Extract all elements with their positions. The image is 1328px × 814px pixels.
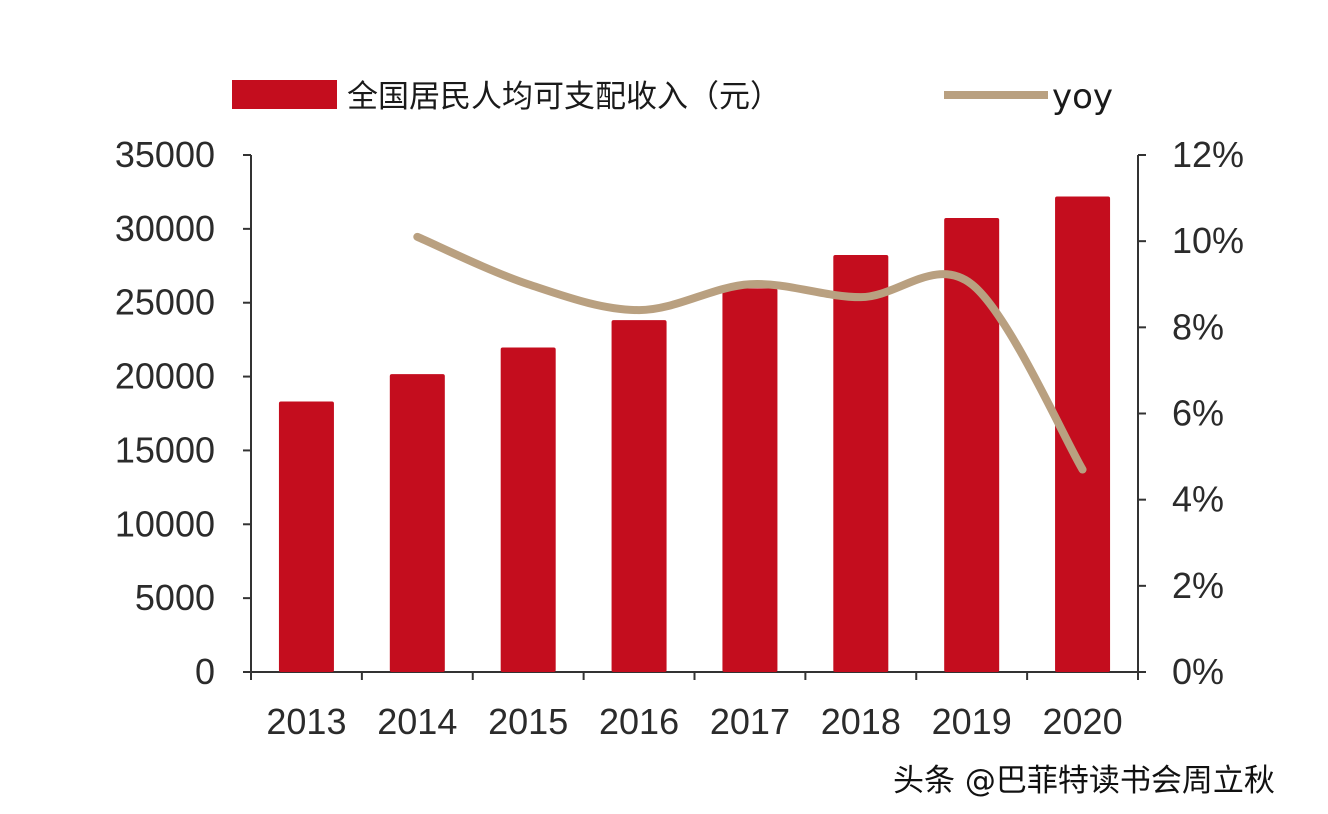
left-tick-label: 20000: [115, 356, 215, 397]
x-tick-labels: 2013 2014 2015 2016 2017 2018 2019 2020: [266, 701, 1122, 742]
bar-2014: [389, 374, 445, 672]
x-tick-label: 2017: [710, 701, 790, 742]
right-tick-label: 4%: [1172, 479, 1224, 520]
bars: [278, 196, 1111, 673]
x-tick-label: 2018: [821, 701, 901, 742]
right-tick-label: 12%: [1172, 134, 1244, 175]
right-tick-label: 10%: [1172, 220, 1244, 261]
axes: 0 5000 10000 15000 20000 25000 30000 35000 0% 2% 4…: [115, 134, 1244, 692]
bar-2017: [722, 288, 778, 672]
legend-bar-label: 全国居民人均可支配收入（元）: [347, 79, 781, 115]
left-tick-label: 10000: [115, 503, 215, 544]
left-tick-label: 30000: [115, 208, 215, 249]
x-tick-label: 2019: [932, 701, 1012, 742]
watermark: 头条 @巴菲特读书会周立秋: [893, 763, 1275, 799]
x-tick-label: 2015: [488, 701, 568, 742]
x-tick-label: 2020: [1043, 701, 1123, 742]
left-tick-label: 5000: [135, 577, 215, 618]
bar-2015: [500, 347, 556, 672]
x-tick-label: 2014: [377, 701, 457, 742]
left-tick-label: 0: [195, 651, 215, 692]
legend: 全国居民人均可支配收入（元） yoy: [232, 77, 1113, 117]
left-tick-label: 35000: [115, 134, 215, 175]
legend-line-label: yoy: [1052, 77, 1113, 117]
left-tick-label: 25000: [115, 282, 215, 323]
bar-2013: [278, 401, 334, 672]
right-tick-label: 0%: [1172, 651, 1224, 692]
x-tick-label: 2013: [266, 701, 346, 742]
x-tick-label: 2016: [599, 701, 679, 742]
yoy-line-layer: [413, 232, 1087, 474]
right-tick-label: 8%: [1172, 306, 1224, 347]
bar-2019: [944, 218, 1000, 673]
right-tick-label: 2%: [1172, 565, 1224, 606]
left-tick-label: 15000: [115, 429, 215, 470]
legend-bar-swatch: [232, 80, 337, 109]
right-tick-label: 6%: [1172, 393, 1224, 434]
bar-2020: [1055, 196, 1111, 672]
bar-2018: [833, 255, 889, 673]
bar-2016: [611, 320, 667, 672]
